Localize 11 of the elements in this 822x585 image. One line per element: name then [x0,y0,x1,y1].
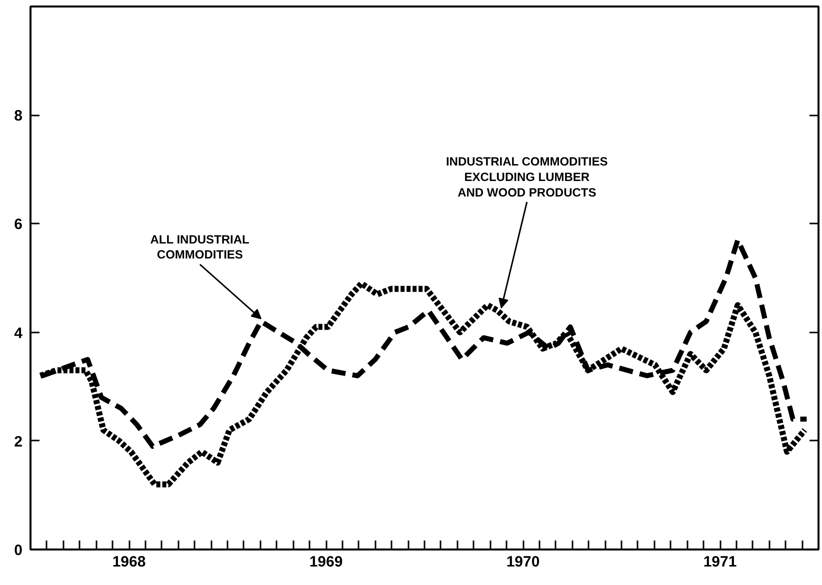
y-tick-label: 4 [14,324,24,342]
y-tick-label: 8 [14,108,22,125]
x-tick-label: 1970 [506,554,540,570]
y-tick-label: 6 [14,216,22,234]
annotation: ALL INDUSTRIAL COMMODITIES [150,232,250,262]
x-tick-label: 1968 [112,554,146,570]
x-tick-label: 1969 [309,554,343,570]
y-tick-label: 0 [14,542,22,559]
y-tick-label: 2 [14,433,22,450]
annotation: INDUSTRIAL COMMODITIES EXCLUDING LUMBER AND WOOD PRODUCTS [446,154,608,200]
x-tick-label: 1971 [703,554,737,570]
